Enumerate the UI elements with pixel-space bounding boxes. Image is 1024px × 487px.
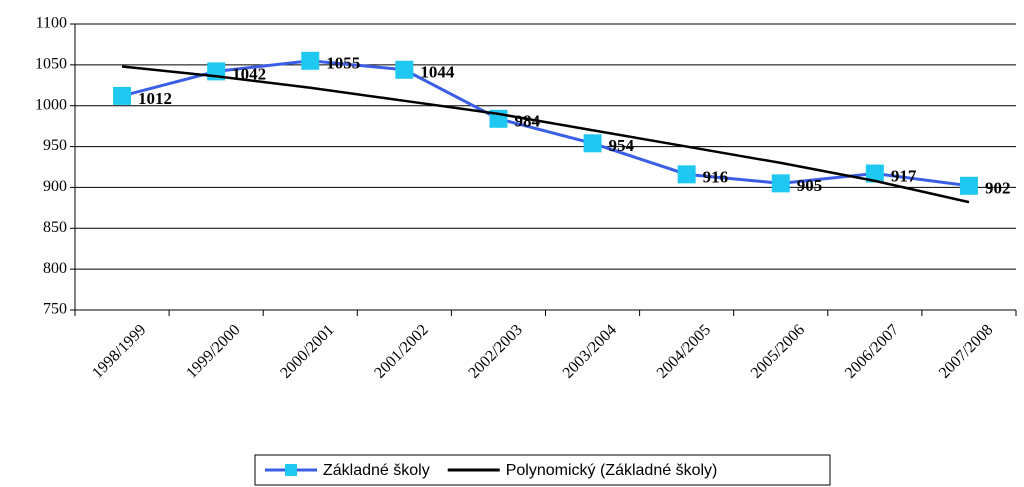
x-tick-label: 2003/2004 — [560, 321, 620, 381]
x-tick-label: 2007/2008 — [936, 321, 996, 381]
legend-label: Polynomický (Základné školy) — [506, 462, 718, 479]
x-tick-label: 1998/1999 — [89, 321, 149, 381]
data-label: 902 — [985, 179, 1011, 198]
legend-label: Základné školy — [323, 462, 430, 479]
x-tick-label: 2000/2001 — [277, 321, 337, 381]
x-tick-label: 1999/2000 — [183, 321, 243, 381]
x-tick-label: 2004/2005 — [654, 321, 714, 381]
x-tick-label: 2005/2006 — [748, 321, 808, 381]
data-label: 916 — [703, 167, 729, 186]
trend-line — [121, 65, 970, 204]
y-tick-label: 1000 — [35, 96, 67, 113]
data-label: 1012 — [138, 89, 172, 108]
marker — [395, 60, 414, 79]
x-tick-label: 2006/2007 — [842, 321, 902, 381]
x-tick-label: 2002/2003 — [465, 321, 525, 381]
marker — [677, 165, 696, 184]
y-tick-label: 800 — [43, 260, 67, 277]
data-label: 954 — [609, 136, 635, 155]
y-tick-label: 850 — [43, 219, 67, 236]
data-label: 1055 — [326, 54, 360, 73]
data-label: 1044 — [420, 63, 455, 82]
data-label: 905 — [797, 176, 823, 195]
marker — [113, 86, 132, 105]
y-tick-label: 750 — [43, 301, 67, 318]
data-label: 917 — [891, 166, 917, 185]
marker — [865, 164, 884, 183]
legend-marker — [285, 464, 297, 476]
data-label: 984 — [514, 112, 540, 131]
x-tick-label: 2001/2002 — [371, 321, 431, 381]
y-tick-label: 1100 — [36, 15, 67, 32]
marker — [771, 174, 790, 193]
y-tick-label: 950 — [43, 137, 67, 154]
legend-box — [254, 454, 831, 486]
marker — [583, 134, 602, 153]
data-line — [121, 59, 970, 188]
marker — [301, 51, 320, 70]
y-tick-label: 900 — [43, 178, 67, 195]
y-tick-label: 1050 — [35, 56, 67, 73]
marker — [959, 176, 978, 195]
